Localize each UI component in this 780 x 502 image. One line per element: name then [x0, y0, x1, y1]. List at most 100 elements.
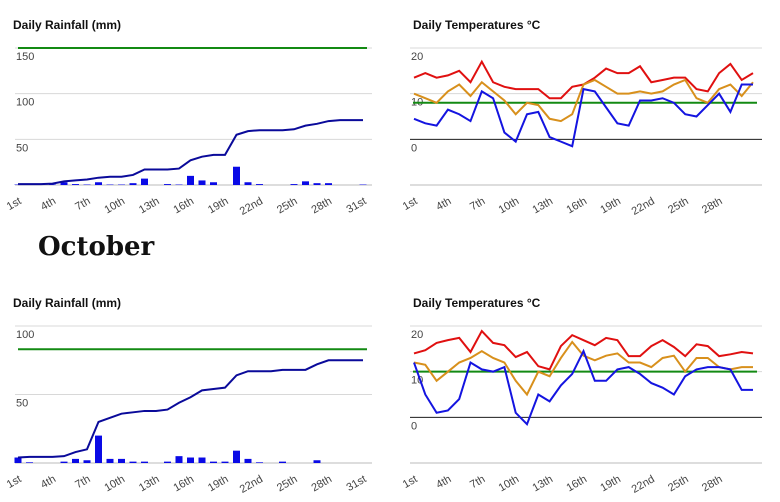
x-tick-label: 25th — [275, 473, 300, 494]
y-tick-label: 50 — [16, 398, 28, 410]
y-tick-label: 150 — [16, 51, 34, 63]
y-tick-label: 20 — [411, 329, 423, 341]
bar — [83, 460, 91, 463]
bar — [141, 178, 148, 185]
x-tick-label: 10th — [497, 195, 522, 216]
x-tick-label: 19th — [598, 195, 623, 216]
x-tick-label: 4th — [434, 473, 453, 491]
x-tick-label: 4th — [39, 473, 58, 491]
temperature-line — [413, 348, 753, 426]
cumulative-line — [18, 119, 363, 186]
x-tick-label: 16th — [564, 195, 589, 216]
bar — [72, 184, 79, 185]
rain-chart: Daily Rainfall (mm) 50 100 150 1st 4th 7th 10th… — [5, 18, 372, 218]
bar — [164, 461, 171, 463]
x-tick-label: 16th — [564, 473, 589, 494]
x-tick-label: 13th — [531, 473, 556, 494]
x-tick-label: 1st — [5, 473, 24, 491]
x-tick-label: 31st — [344, 195, 368, 216]
y-tick-label: 100 — [16, 97, 34, 109]
bar — [14, 457, 22, 463]
x-tick-label: 19th — [598, 473, 623, 494]
bar — [302, 181, 309, 185]
x-tick-label: 7th — [73, 473, 92, 491]
rain-chart: Daily Rainfall (mm) 50 100 1st 4th 7th 10th 13t… — [5, 296, 372, 496]
x-tick-label: 25th — [666, 195, 691, 216]
x-tick-label: 13th — [137, 195, 162, 216]
bar — [164, 184, 171, 185]
x-tick-label: 1st — [5, 195, 24, 213]
x-tick-label: 7th — [73, 195, 92, 213]
x-tick-label: 22nd — [238, 195, 265, 218]
x-tick-label: 28th — [700, 473, 725, 494]
x-tick-label: 4th — [434, 195, 453, 213]
bar — [129, 183, 137, 185]
bar — [233, 450, 240, 463]
chart-title: Daily Rainfall (mm) — [13, 296, 121, 310]
bar — [60, 461, 68, 463]
y-tick-label: 100 — [16, 329, 34, 341]
chart-title: Daily Temperatures °C — [413, 296, 541, 310]
chart-title: Daily Temperatures °C — [413, 18, 541, 32]
bar — [95, 182, 102, 185]
bar — [244, 458, 252, 463]
bar — [118, 458, 125, 463]
bar — [175, 456, 183, 463]
x-tick-label: 13th — [137, 473, 162, 494]
x-tick-label: 1st — [401, 473, 420, 491]
x-tick-label: 19th — [206, 195, 231, 216]
bar — [313, 460, 321, 463]
x-tick-label: 25th — [666, 473, 691, 494]
x-tick-label: 28th — [700, 195, 725, 216]
bar — [198, 457, 206, 463]
bar — [210, 182, 217, 185]
bar — [26, 462, 33, 463]
temperature-line — [413, 329, 754, 371]
x-tick-label: 13th — [531, 195, 556, 216]
bar — [244, 182, 252, 185]
bar — [187, 457, 194, 463]
bar — [221, 461, 229, 463]
cumulative-line — [17, 359, 363, 459]
bar — [60, 182, 68, 185]
x-tick-label: 10th — [497, 473, 522, 494]
bar — [210, 461, 217, 463]
x-tick-label: 22nd — [238, 473, 265, 496]
bar — [95, 435, 102, 463]
x-tick-label: 22nd — [630, 473, 657, 496]
temperature-line — [413, 78, 754, 123]
bar — [325, 183, 332, 185]
x-tick-label: 25th — [275, 195, 300, 216]
bar — [198, 180, 206, 185]
x-tick-label: 28th — [309, 473, 334, 494]
bar — [313, 183, 321, 185]
month-heading: October — [38, 232, 155, 262]
bar — [256, 462, 263, 463]
bar — [290, 184, 298, 185]
x-tick-label: 31st — [344, 473, 368, 494]
bar — [187, 175, 194, 185]
bar — [256, 184, 263, 185]
chart-title: Daily Rainfall (mm) — [13, 18, 121, 32]
temperature-line — [413, 340, 753, 397]
x-tick-label: 19th — [206, 473, 231, 494]
bar — [106, 458, 114, 463]
bar — [233, 166, 240, 185]
x-tick-label: 7th — [468, 473, 487, 491]
bar — [279, 461, 286, 463]
x-tick-label: 4th — [39, 195, 58, 213]
y-tick-label: 20 — [411, 51, 423, 63]
bar — [129, 461, 137, 463]
x-tick-label: 22nd — [630, 195, 657, 218]
x-tick-label: 1st — [401, 195, 420, 213]
y-tick-label: 0 — [411, 420, 417, 432]
bar — [72, 458, 79, 463]
y-tick-label: 0 — [411, 142, 417, 154]
x-tick-label: 16th — [171, 195, 196, 216]
x-tick-label: 28th — [309, 195, 334, 216]
x-tick-label: 16th — [171, 473, 196, 494]
x-tick-label: 10th — [102, 195, 127, 216]
